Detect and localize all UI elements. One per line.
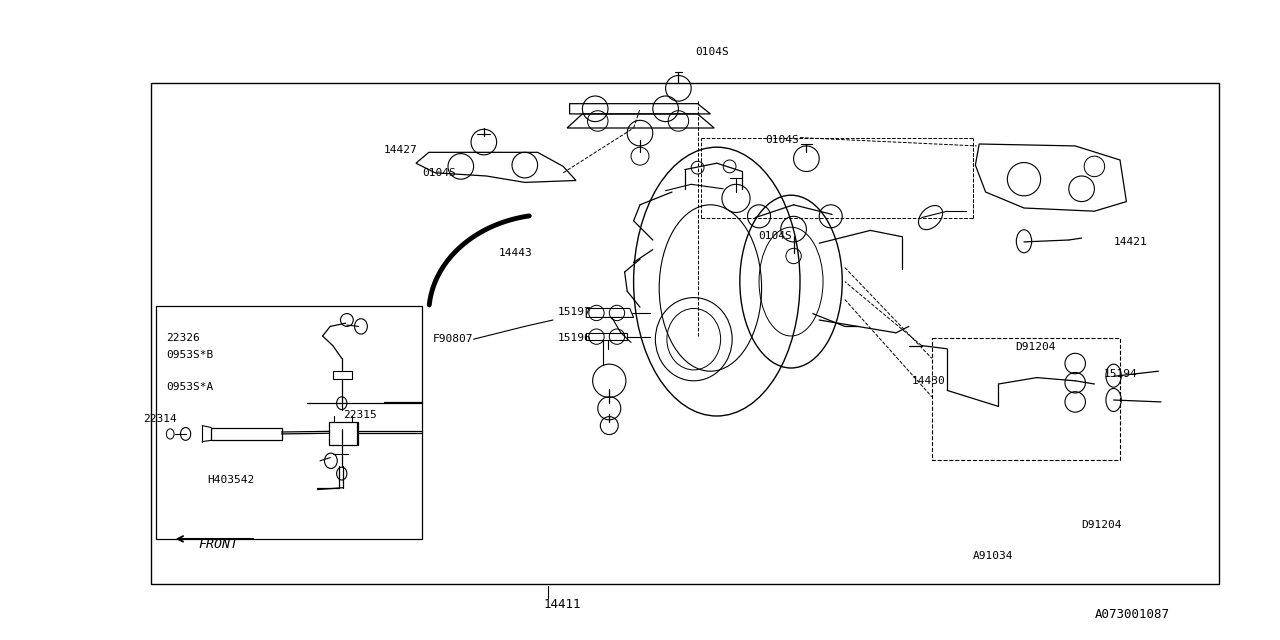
- Text: A91034: A91034: [973, 550, 1014, 561]
- Text: 14421: 14421: [1114, 237, 1147, 247]
- Text: 14427: 14427: [384, 145, 417, 156]
- Text: 22314: 22314: [143, 414, 177, 424]
- Text: A073001087: A073001087: [1094, 608, 1170, 621]
- Bar: [211, 428, 282, 440]
- Text: 0104S: 0104S: [695, 47, 728, 58]
- Text: 14411: 14411: [544, 598, 581, 611]
- Text: H403542: H403542: [207, 475, 255, 485]
- Bar: [156, 306, 422, 539]
- Text: 22326: 22326: [166, 333, 200, 343]
- Text: 15196: 15196: [558, 333, 591, 343]
- Text: 0104S: 0104S: [758, 230, 791, 241]
- Text: 15197: 15197: [558, 307, 591, 317]
- Text: 15194: 15194: [1103, 369, 1137, 380]
- Text: FRONT: FRONT: [198, 538, 238, 550]
- Text: 22315: 22315: [343, 410, 376, 420]
- Text: 14430: 14430: [911, 376, 945, 386]
- Text: 0953S*B: 0953S*B: [166, 350, 214, 360]
- Bar: [151, 83, 1219, 584]
- Text: 0104S: 0104S: [765, 134, 799, 145]
- Text: D91204: D91204: [1082, 520, 1123, 530]
- Text: F90807: F90807: [433, 334, 474, 344]
- Bar: [333, 371, 352, 379]
- Text: D91204: D91204: [1015, 342, 1056, 352]
- Bar: [932, 338, 1120, 460]
- Text: 14443: 14443: [499, 248, 532, 258]
- Text: 0104S: 0104S: [422, 168, 456, 178]
- Text: 0953S*A: 0953S*A: [166, 382, 214, 392]
- Bar: [329, 422, 357, 445]
